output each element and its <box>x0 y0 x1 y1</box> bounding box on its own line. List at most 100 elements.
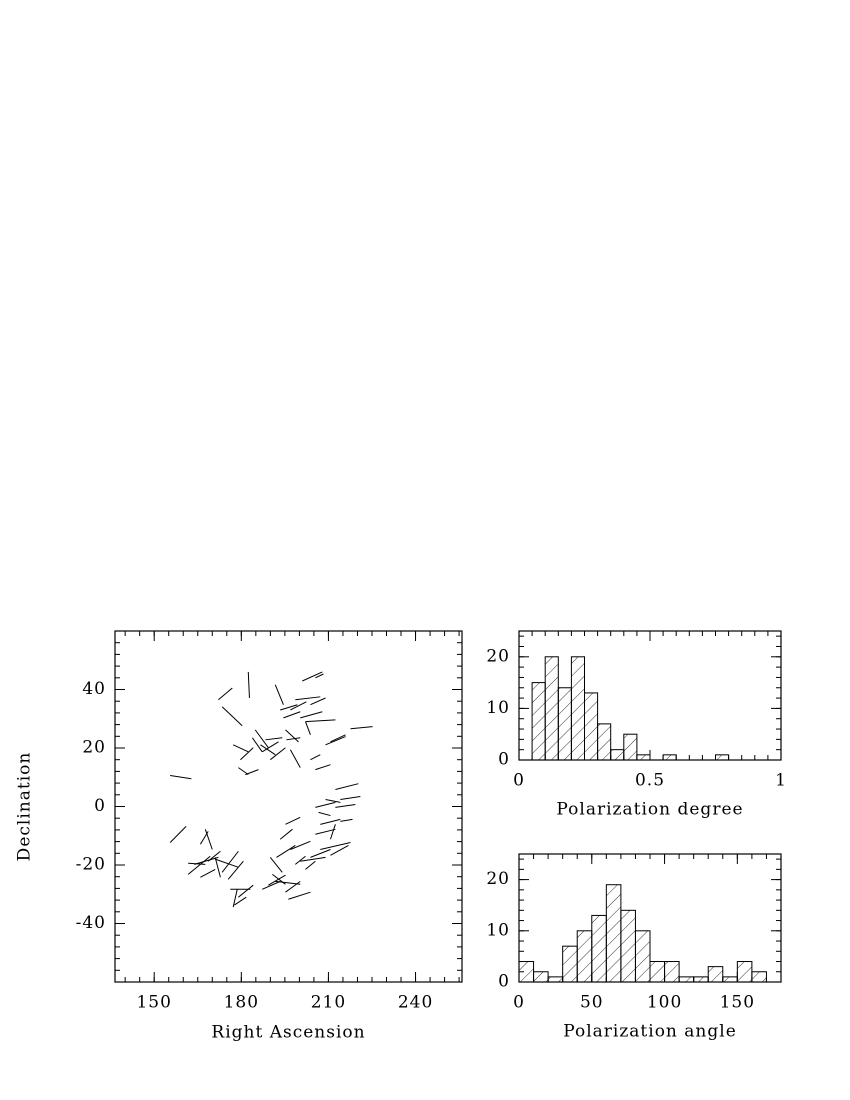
x-axis-title: Right Ascension <box>211 1023 365 1043</box>
y-tick-label: 0 <box>498 972 510 992</box>
polarization-vector <box>325 736 346 746</box>
polarization-vector <box>188 862 206 865</box>
polarization-vector <box>302 671 323 682</box>
histogram-bar <box>649 961 666 983</box>
polarization-vector <box>276 844 296 858</box>
x-tick-label: 150 <box>136 993 171 1013</box>
histogram-bar <box>707 966 724 983</box>
polarization-vector <box>315 764 331 771</box>
polarization-vector <box>315 828 336 835</box>
histogram-bar <box>722 976 738 983</box>
polarization-vector <box>199 831 209 845</box>
y-tick-label: 10 <box>486 698 510 718</box>
polarization-vector <box>218 687 233 701</box>
histogram-bar <box>636 754 651 761</box>
polarization-vector <box>285 880 301 893</box>
histogram-bar <box>531 682 546 761</box>
polarization-vector <box>318 811 331 817</box>
polarization-vector <box>200 868 216 878</box>
histogram-bar <box>605 884 622 983</box>
polarization-vector <box>329 824 336 840</box>
polarization-vector <box>247 671 250 699</box>
polarization-vector <box>274 684 284 705</box>
histogram-bar <box>570 656 586 761</box>
x-tick-label: 180 <box>224 993 259 1013</box>
polarization-vector <box>170 775 192 780</box>
polarization-vector <box>295 696 321 701</box>
x-tick-label: 0 <box>513 993 525 1013</box>
y-tick-label: 0 <box>498 750 510 770</box>
polarization-vector <box>305 719 336 723</box>
x-tick-label: 50 <box>580 993 604 1013</box>
polarization-vector <box>240 747 254 761</box>
polarization-vector <box>268 874 286 886</box>
polarization-vector <box>221 850 239 873</box>
polarization-vector <box>350 726 373 730</box>
x-axis-title: Polarization degree <box>556 800 743 820</box>
polarization-vector <box>194 856 219 865</box>
polarization-vector <box>320 841 351 850</box>
polarization-vector <box>310 849 331 858</box>
x-tick-label: 100 <box>647 993 682 1013</box>
polarization-vector <box>330 844 349 856</box>
polarization-vector <box>238 884 254 898</box>
polarization-vector <box>207 850 221 862</box>
polarization-vector <box>234 896 247 906</box>
polarization-vector <box>215 858 239 868</box>
histogram-bar <box>610 749 625 761</box>
polarization-vector <box>261 741 279 753</box>
histogram-bar <box>623 733 638 761</box>
polarization-vector <box>335 803 356 808</box>
x-axis-title: Polarization angle <box>563 1022 737 1042</box>
histogram-bar <box>751 971 767 983</box>
plot-frame <box>114 630 463 983</box>
histogram-bar <box>544 656 559 761</box>
polarization-vector <box>251 737 263 753</box>
polarization-vector <box>305 860 316 870</box>
histogram-bar <box>678 976 695 983</box>
y-tick-label: 20 <box>486 646 510 666</box>
x-tick-label: 240 <box>398 993 433 1013</box>
histogram-bar <box>557 687 572 761</box>
polarization-vector <box>214 857 221 878</box>
polarization-vector <box>320 818 341 825</box>
polarization-vector <box>187 855 211 875</box>
polarization-vector <box>340 818 353 822</box>
y-tick-label: -40 <box>76 913 106 933</box>
polarization-vector <box>262 880 281 890</box>
polarization-vector <box>232 744 249 753</box>
polarization-vector <box>221 706 243 727</box>
polarization-vector <box>300 711 323 719</box>
polarization-vector <box>295 855 306 865</box>
y-tick-label: -20 <box>76 855 106 875</box>
histogram-bar <box>620 909 636 983</box>
polarization-vector <box>289 749 301 768</box>
polarization-vector <box>310 697 326 706</box>
polarization-vector <box>204 829 213 850</box>
histogram-bar <box>562 945 578 983</box>
polarization-vector <box>335 783 359 791</box>
polarization-vector <box>269 857 283 873</box>
y-tick-label: 10 <box>486 920 510 940</box>
polarization-vector <box>325 798 341 803</box>
histogram-bar <box>634 930 651 983</box>
polarization-vector <box>279 828 293 840</box>
histogram-bar <box>533 971 549 983</box>
polarization-vector <box>169 826 187 843</box>
histogram-bar <box>693 976 709 983</box>
polarization-vector <box>330 734 346 743</box>
polarization-vector <box>280 704 298 711</box>
x-tick-label: 1 <box>775 771 787 791</box>
histogram-bar <box>591 914 607 983</box>
polarization-vector <box>254 729 269 749</box>
histogram-bar <box>664 961 680 983</box>
polarization-vector <box>245 769 259 776</box>
histogram-bar <box>597 723 612 761</box>
y-tick-label: 20 <box>82 738 106 758</box>
polarization-vector <box>288 891 311 900</box>
y-axis-title: Declination <box>15 752 35 862</box>
histogram-bar <box>662 754 677 761</box>
polarization-vector <box>290 840 311 850</box>
